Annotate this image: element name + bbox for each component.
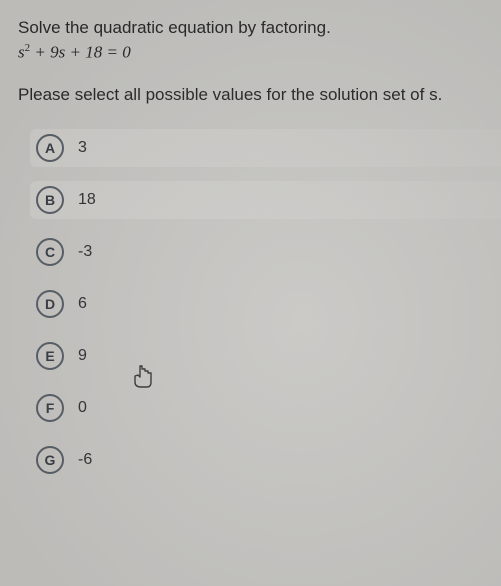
choice-letter: D: [45, 296, 55, 312]
question-prompt-line2: Please select all possible values for th…: [18, 85, 487, 105]
answer-choice[interactable]: C -3: [36, 231, 487, 273]
choice-bubble[interactable]: A: [36, 134, 64, 162]
choice-letter: C: [45, 244, 55, 260]
choice-value: 9: [78, 347, 87, 365]
choice-value: 6: [78, 295, 87, 313]
eq-var1: s: [18, 43, 25, 62]
choice-value: -3: [78, 243, 92, 261]
choice-bubble[interactable]: B: [36, 186, 64, 214]
choice-bubble[interactable]: C: [36, 238, 64, 266]
choice-value: 0: [78, 399, 87, 417]
answer-choice[interactable]: G -6: [36, 439, 487, 481]
choice-letter: G: [45, 452, 56, 468]
eq-var2: s: [59, 43, 66, 62]
choice-value: 3: [78, 139, 87, 157]
answer-choice[interactable]: A 3: [36, 127, 487, 169]
answer-choice[interactable]: E 9: [36, 335, 487, 377]
choice-bubble[interactable]: E: [36, 342, 64, 370]
answer-choice-list: A 3 B 18 C -3 D 6 E 9 F 0 G -6: [18, 127, 487, 481]
question-equation: s2 + 9s + 18 = 0: [18, 42, 487, 63]
answer-choice[interactable]: B 18: [36, 179, 487, 221]
choice-bubble[interactable]: G: [36, 446, 64, 474]
choice-bubble[interactable]: D: [36, 290, 64, 318]
choice-letter: E: [45, 348, 54, 364]
choice-letter: A: [45, 140, 55, 156]
question-prompt-line1: Solve the quadratic equation by factorin…: [18, 18, 487, 38]
answer-choice[interactable]: F 0: [36, 387, 487, 429]
eq-b: 9: [50, 43, 59, 62]
eq-c: 18: [85, 43, 102, 62]
choice-letter: F: [46, 400, 55, 416]
choice-letter: B: [45, 192, 55, 208]
answer-choice[interactable]: D 6: [36, 283, 487, 325]
choice-value: 18: [78, 191, 96, 209]
eq-exp: 2: [25, 42, 31, 54]
choice-value: -6: [78, 451, 92, 469]
choice-bubble[interactable]: F: [36, 394, 64, 422]
